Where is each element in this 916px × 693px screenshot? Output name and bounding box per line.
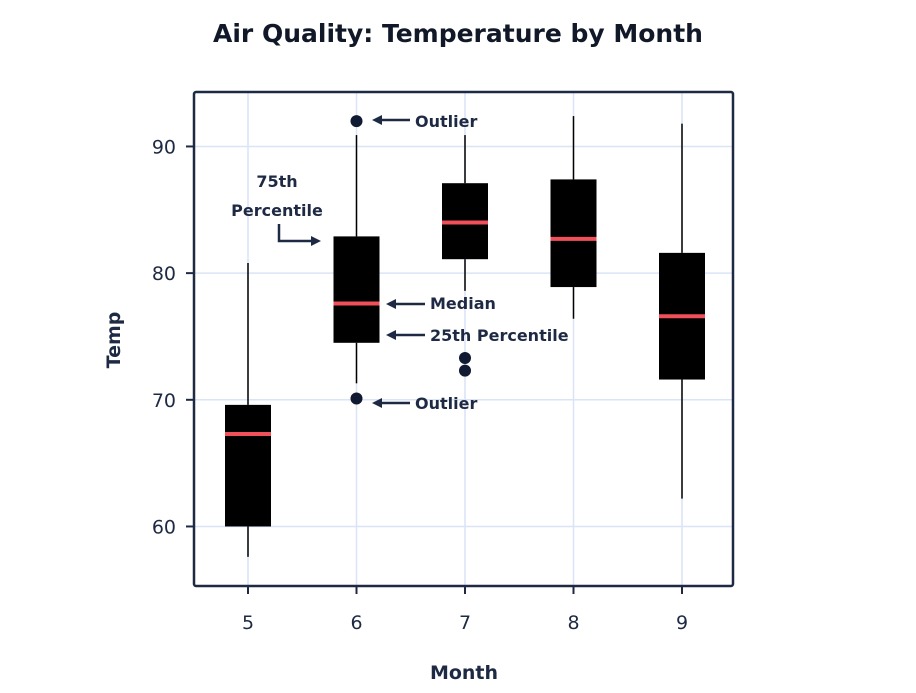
box-series [225,115,705,557]
x-axis-label: Month [430,662,498,684]
box-month-6 [333,115,380,405]
annotations: Outlier 75th Percentile Median 25th Perc… [231,112,569,413]
arrow-outlier-bottom [372,398,410,408]
annotation-median: Median [430,294,496,313]
arrow-median [386,299,425,309]
annotation-75th-line2: Percentile [231,201,323,220]
box-month-9 [659,123,705,499]
y-tick-label: 60 [152,516,176,538]
x-tick-label: 7 [459,612,471,634]
x-tick-label: 5 [242,612,254,634]
outlier-point [459,364,471,377]
annotation-75th-line1: 75th [256,172,297,191]
outlier-point [350,115,363,128]
y-axis-ticks: 60 70 80 90 [152,136,194,538]
annotation-outlier-bottom: Outlier [415,394,477,413]
x-tick-label: 9 [676,612,688,634]
box-month-8 [550,116,597,319]
y-tick-label: 90 [152,136,176,158]
annotation-outlier-top: Outlier [415,112,477,131]
y-tick-label: 70 [152,390,176,412]
arrow-75th [277,224,321,246]
x-tick-label: 8 [567,612,579,634]
outlier-point [459,352,471,364]
plot-frame [192,90,735,588]
x-tick-label: 6 [350,612,362,634]
box-iqr [333,236,380,343]
arrow-outlier-top [372,115,410,125]
y-axis-label: Temp [103,312,125,369]
box-month-5 [225,263,271,557]
y-tick-label: 80 [152,263,176,285]
x-axis-ticks: 5 6 7 8 9 [242,586,688,634]
chart-title: Air Quality: Temperature by Month [213,19,703,48]
annotation-25th: 25th Percentile [430,326,569,345]
box-iqr [225,404,271,527]
box-iqr [550,179,597,288]
outlier-point [350,392,363,405]
arrow-25th [386,330,425,340]
box-month-7 [442,135,488,377]
